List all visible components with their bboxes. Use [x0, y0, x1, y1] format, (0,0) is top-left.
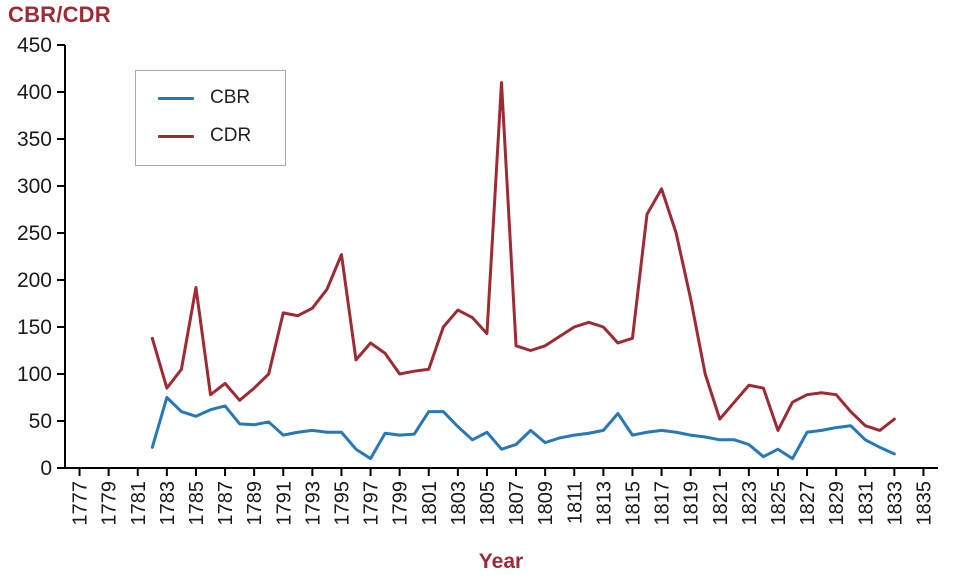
- cdr-line: [150, 81, 896, 432]
- x-tick-label: 1809: [535, 481, 557, 526]
- y-tick-label: 350: [17, 128, 52, 151]
- y-tick-label: 200: [17, 269, 52, 292]
- x-tick-label: 1787: [215, 481, 237, 526]
- x-tick-label: 1779: [99, 481, 121, 526]
- x-tick-label: 1795: [331, 481, 353, 526]
- x-tick-label: 1781: [128, 481, 150, 526]
- x-tick-label: 1799: [390, 481, 412, 526]
- x-tick-label: 1793: [302, 481, 324, 526]
- x-tick-label: 1831: [855, 481, 877, 526]
- x-tick-label: 1791: [273, 481, 295, 526]
- x-tick-label: 1785: [186, 481, 208, 526]
- y-tick-label: 0: [40, 457, 52, 480]
- legend-entry-cdr: CDR: [158, 125, 251, 147]
- y-tick-label: 100: [17, 363, 52, 386]
- x-tick-label: 1813: [593, 481, 615, 526]
- cdr-line-swatch: [158, 134, 194, 138]
- x-tick-label: 1817: [652, 481, 674, 526]
- cbr-line: [150, 396, 896, 461]
- y-tick-label: 400: [17, 81, 52, 104]
- x-tick-label: 1823: [739, 481, 761, 526]
- legend-entry-cbr: CBR: [158, 87, 251, 109]
- x-tick-label: 1825: [768, 481, 790, 526]
- x-tick-label: 1815: [622, 481, 644, 526]
- legend: CBR CDR: [135, 70, 287, 166]
- y-tick-label: 450: [17, 34, 52, 57]
- x-tick-label: 1801: [419, 481, 441, 526]
- x-tick-label: 1829: [826, 481, 848, 526]
- x-tick-label: 1783: [157, 481, 179, 526]
- x-tick-label: 1797: [361, 481, 383, 526]
- x-tick-label: 1777: [70, 481, 92, 526]
- cbr-line-swatch: [158, 96, 194, 100]
- chart-title: CBR/CDR: [8, 2, 111, 27]
- x-tick-label: 1819: [681, 481, 703, 526]
- x-tick-label: 1805: [477, 481, 499, 526]
- x-tick-label: 1803: [448, 481, 470, 526]
- x-tick-label: 1811: [564, 481, 586, 524]
- y-tick-label: 250: [17, 222, 52, 245]
- x-tick-label: 1835: [913, 481, 935, 526]
- y-tick-label: 50: [29, 410, 52, 433]
- plot-area: 0 50 100 150 200 250 300 350 400 450 1777 1779 1781 1…: [17, 34, 938, 526]
- x-tick-label: 1789: [244, 481, 266, 526]
- x-tick-label: 1821: [710, 481, 732, 526]
- x-tick-label: 1807: [506, 481, 528, 526]
- x-axis-title: Year: [478, 550, 524, 573]
- x-tick-label: 1827: [797, 481, 819, 526]
- legend-label-cbr: CBR: [210, 87, 251, 108]
- legend-label-cdr: CDR: [210, 125, 252, 146]
- y-tick-label: 150: [17, 316, 52, 339]
- y-tick-label: 300: [17, 175, 52, 198]
- x-tick-label: 1833: [884, 481, 906, 526]
